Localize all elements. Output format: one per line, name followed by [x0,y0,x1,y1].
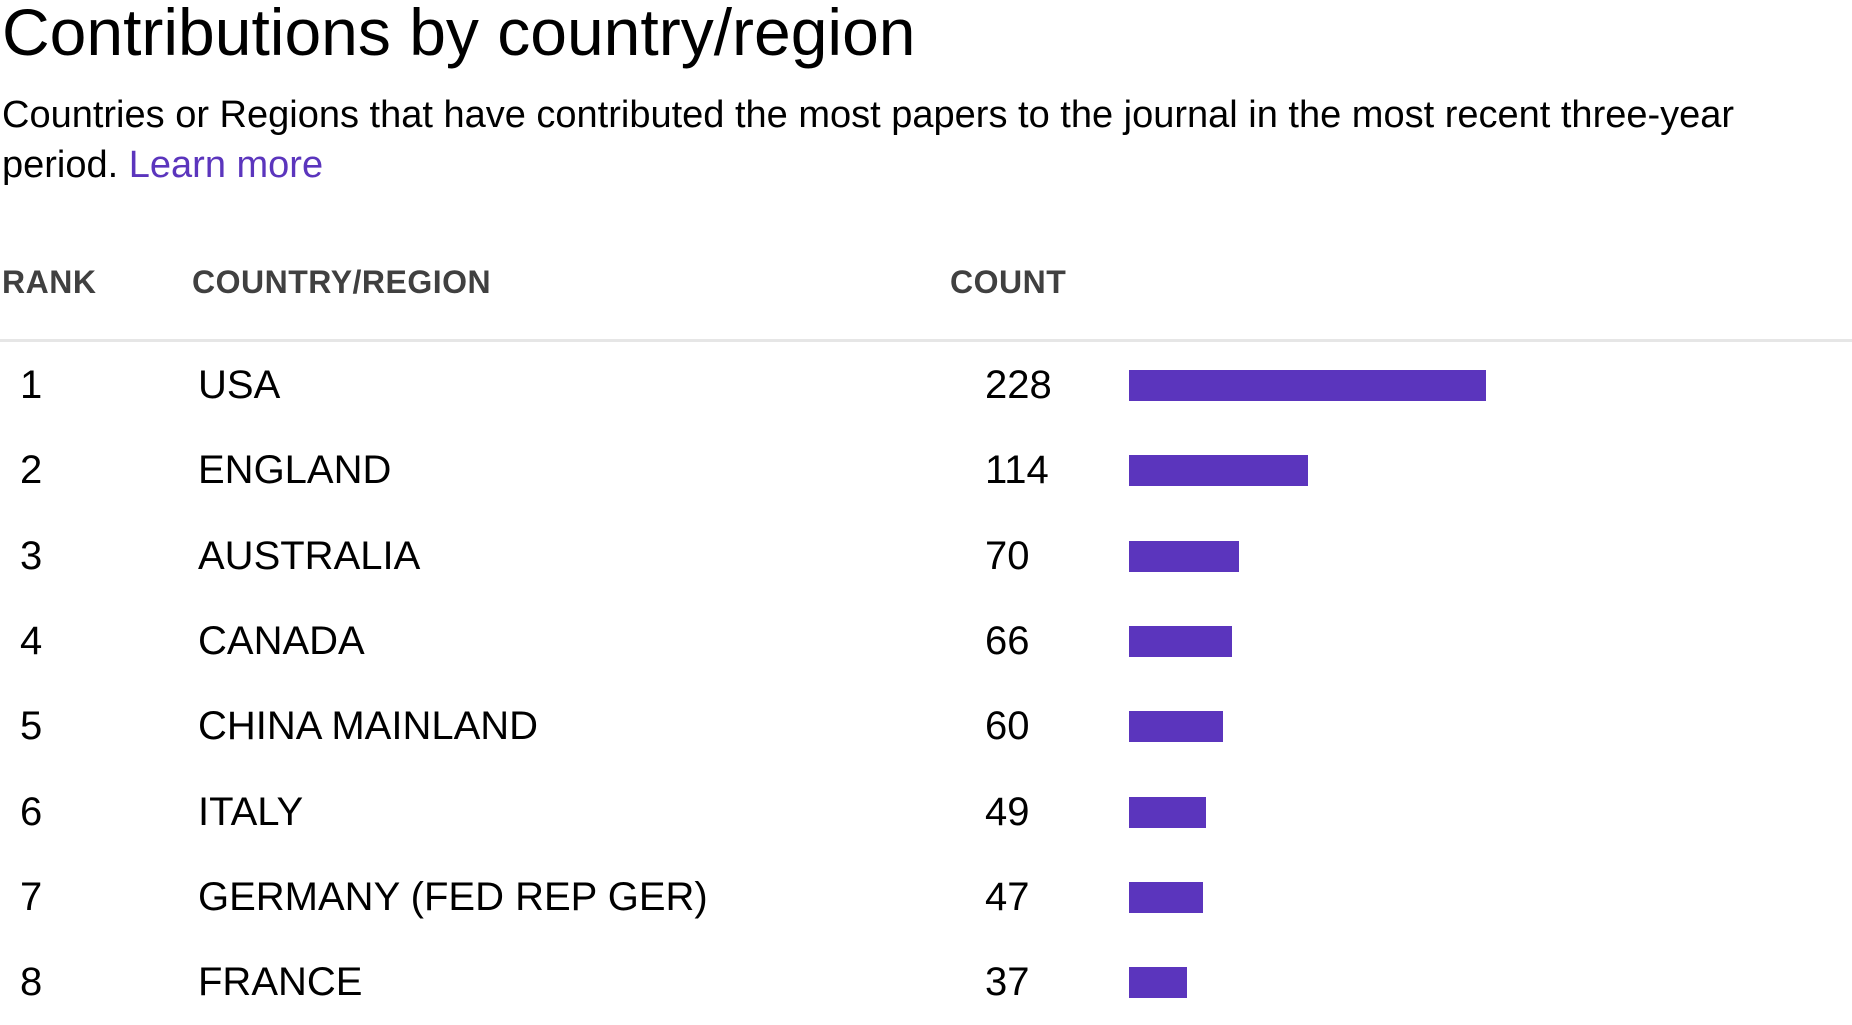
rank-cell: 5 [20,704,43,749]
table-row: 7 GERMANY (FED REP GER) 47 [0,855,1852,940]
rank-cell: 1 [20,363,43,407]
table-row: 3 AUSTRALIA 70 [0,514,1852,599]
count-bar [1129,967,1187,999]
rank-cell: 3 [20,533,43,578]
count-cell: 66 [985,618,1030,663]
count-cell: 114 [985,448,1049,493]
count-cell: 70 [985,533,1030,578]
count-cell: 49 [985,789,1030,834]
description: Countries or Regions that have contribut… [2,90,1852,190]
count-cell: 37 [985,960,1030,1005]
country-cell: GERMANY (FED REP GER) [198,874,708,919]
page-title: Contributions by country/region [2,0,916,69]
count-bar [1129,881,1203,913]
rank-cell: 4 [20,618,43,663]
count-cell: 47 [985,874,1030,919]
column-header-count[interactable]: COUNT [950,264,1067,300]
table-row: 6 ITALY 49 [0,770,1852,855]
count-bar [1129,540,1239,572]
table-row: 8 FRANCE 37 [0,940,1852,1025]
rank-cell: 2 [20,448,43,493]
table-row: 2 ENGLAND 114 [0,428,1852,513]
rank-cell: 8 [20,960,43,1005]
count-cell: 228 [985,363,1052,407]
table-row: 5 CHINA MAINLAND 60 [0,684,1852,769]
country-cell: CANADA [198,618,365,663]
column-header-country[interactable]: COUNTRY/REGION [192,264,492,300]
country-cell: CHINA MAINLAND [198,704,539,749]
rank-cell: 7 [20,874,43,919]
country-cell: FRANCE [198,960,363,1005]
count-bar [1129,796,1206,828]
table-row: 4 CANADA 66 [0,599,1852,684]
count-bar [1129,711,1223,743]
country-cell: ENGLAND [198,448,392,493]
country-cell: AUSTRALIA [198,533,421,578]
description-text: Countries or Regions that have contribut… [2,94,1735,186]
count-bar [1129,370,1486,401]
column-header-rank[interactable]: RANK [2,264,97,300]
table-row: 1 USA 228 [0,343,1852,428]
country-cell: ITALY [198,789,304,834]
rank-cell: 6 [20,789,43,834]
count-bar [1129,625,1232,657]
country-cell: USA [198,363,281,407]
count-cell: 60 [985,704,1030,749]
count-bar [1129,455,1308,487]
header-divider [0,339,1852,342]
learn-more-link[interactable]: Learn more [128,144,324,186]
